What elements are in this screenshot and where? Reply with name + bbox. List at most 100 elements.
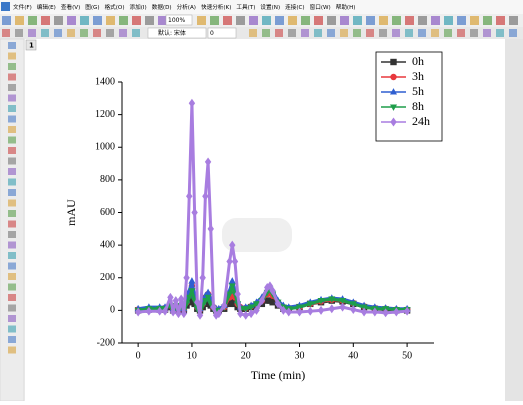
marker (253, 305, 260, 315)
scrollbar[interactable] (505, 39, 523, 401)
tool-icon (262, 29, 270, 37)
marker (328, 296, 336, 303)
menu-item[interactable]: 数据(D) (152, 3, 172, 11)
marker (226, 291, 234, 298)
marker (237, 309, 244, 319)
tool-icon (262, 16, 271, 25)
tool-icon (28, 29, 36, 37)
marker (175, 309, 182, 319)
menu-item[interactable]: 分析(A) (177, 3, 196, 11)
zoom-box[interactable] (165, 14, 193, 26)
marker (350, 305, 357, 315)
marker (242, 310, 249, 320)
menu-item[interactable]: 设置(N) (260, 3, 280, 11)
tool-icon (288, 29, 296, 37)
menu-item[interactable]: 编辑(E) (37, 3, 56, 11)
y-tick-label: 1200 (95, 109, 115, 120)
marker (339, 302, 346, 312)
legend-label: 5h (412, 84, 424, 98)
tool-icon (327, 29, 335, 37)
marker (161, 306, 169, 316)
tool-icon (8, 84, 16, 91)
marker (269, 286, 276, 296)
tool-icon (8, 346, 16, 354)
marker (285, 307, 292, 317)
tool-icon (67, 16, 76, 25)
tool-icon (301, 16, 310, 25)
x-tick-label: 50 (402, 350, 412, 361)
app-icon (1, 2, 10, 11)
marker (221, 301, 228, 310)
tool-icon (197, 16, 206, 25)
tool-icon (8, 178, 16, 186)
marker (393, 307, 400, 317)
tool-icon (15, 16, 24, 25)
tool-icon (353, 29, 361, 37)
tool-icon (106, 29, 114, 37)
marker (247, 309, 255, 319)
tool-icon (418, 16, 427, 25)
marker (194, 297, 201, 307)
tool-icon (8, 220, 16, 228)
tool-icon (8, 63, 16, 70)
legend-label: 8h (412, 99, 424, 113)
menu-item[interactable]: 格式(O) (105, 3, 125, 11)
y-tick-label: 400 (100, 239, 115, 250)
marker (180, 309, 188, 319)
marker (234, 289, 241, 299)
marker (228, 283, 236, 290)
tool-icon (340, 29, 348, 37)
legend-marker (390, 117, 397, 127)
legend-marker (390, 73, 397, 81)
tool-icon (8, 210, 16, 217)
x-tick-label: 30 (295, 350, 305, 361)
font-box[interactable] (147, 27, 207, 39)
tool-icon (2, 16, 11, 25)
tool-icon (8, 126, 16, 133)
layer-tab-text: 1 (29, 42, 34, 50)
tool-icon (496, 16, 505, 25)
tool-icon (457, 16, 466, 25)
tool-icon (470, 16, 479, 25)
marker (207, 224, 214, 234)
menu-item[interactable]: 连接(C) (285, 3, 304, 11)
tool-icon (275, 16, 284, 25)
tool-icon (8, 325, 16, 333)
size-box[interactable] (207, 27, 237, 39)
legend-marker (390, 58, 397, 66)
marker (188, 288, 196, 295)
tool-icon (223, 16, 232, 25)
x-tick-label: 0 (136, 350, 141, 361)
y-tick-label: 1400 (95, 76, 115, 87)
size-text: 0 (210, 30, 214, 37)
watermark (222, 218, 292, 252)
marker (231, 256, 239, 266)
menu-item[interactable]: 帮助(H) (336, 3, 356, 11)
marker (134, 307, 142, 317)
tool-icon (8, 199, 16, 207)
tool-icon (288, 16, 297, 25)
tool-icon (379, 16, 388, 25)
tool-icon (8, 42, 16, 49)
tool-icon (8, 262, 16, 270)
menu-item[interactable]: 快速分析(K) (201, 3, 231, 11)
layer-tab[interactable] (25, 39, 37, 51)
menu-item[interactable]: 查看(V) (61, 3, 80, 11)
tool-icon (8, 231, 16, 238)
marker (201, 298, 209, 305)
tool-icon (93, 16, 102, 25)
menu-item[interactable]: 图(G) (85, 3, 99, 11)
menu-item[interactable]: 文件(F) (13, 3, 32, 11)
menu-item[interactable]: 窗口(W) (310, 3, 331, 11)
marker (228, 277, 236, 284)
tool-icon (158, 16, 167, 25)
tool-icon (145, 16, 154, 25)
menu-item[interactable]: 工具(T) (236, 4, 255, 11)
tool-icon (509, 16, 518, 25)
marker (188, 98, 196, 108)
tool-icon (93, 29, 101, 37)
y-tick-label: 1000 (95, 142, 115, 153)
menu-item[interactable]: 添加(I) (130, 3, 147, 11)
tool-icon (41, 29, 49, 37)
